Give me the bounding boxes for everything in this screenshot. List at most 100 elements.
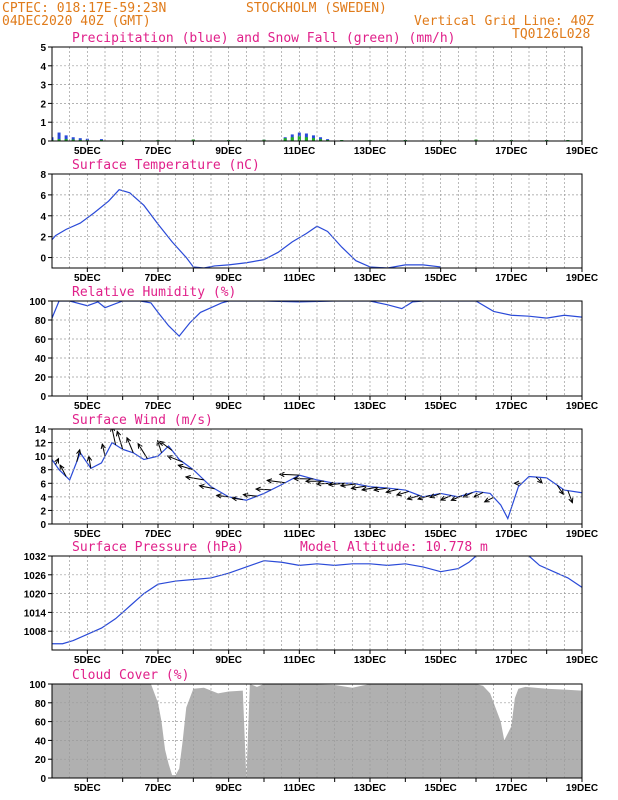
wind-arrow (417, 495, 431, 500)
x-tick-label: 5DEC (74, 401, 101, 412)
header-run: 04DEC2020 40Z (GMT) (2, 14, 151, 29)
x-tick-label: 19DEC (566, 273, 598, 284)
wind-arrow (243, 494, 257, 497)
x-tick-label: 15DEC (425, 273, 457, 284)
series-line (52, 301, 582, 338)
x-tick-label: 17DEC (495, 529, 527, 540)
precip-bar-blue (71, 137, 75, 141)
y-tick-label: 60 (35, 718, 47, 729)
wind-arrowhead (76, 448, 82, 455)
header-coords: CPTEC: 018:17E-59:23N (2, 1, 166, 16)
y-tick-label: 2 (40, 233, 46, 244)
x-tick-label: 13DEC (354, 401, 386, 412)
panel-title: Surface Wind (m/s) (72, 413, 213, 428)
y-tick-label: 5 (40, 43, 46, 54)
wind-arrow (159, 441, 173, 451)
header-grid-note: Vertical Grid Line: 40Z (414, 14, 594, 29)
y-tick-label: 0 (40, 254, 46, 265)
header-code: TQ0126L028 (512, 27, 590, 42)
precip-bar-green (319, 139, 323, 141)
y-tick-label: 3 (40, 81, 46, 92)
precip-bar-green (297, 136, 301, 141)
x-tick-label: 9DEC (215, 655, 242, 666)
y-tick-label: 1008 (24, 627, 47, 638)
y-tick-label: 4 (40, 212, 46, 223)
wind-arrow (396, 490, 410, 496)
wind-arrow (328, 482, 346, 486)
panel-2: Relative Humidity (%) 0 20 40 60 80 100 5DEC 7DE… (29, 285, 598, 412)
series-line (52, 556, 582, 645)
precip-bar-green (78, 139, 82, 141)
panel-4: Surface Pressure (hPa) Model Altitude: 10… (24, 540, 598, 666)
y-tick-label: 0 (40, 520, 46, 531)
y-tick-label: 6 (40, 191, 46, 202)
wind-arrow (535, 476, 543, 484)
x-tick-label: 7DEC (145, 401, 172, 412)
panel-frame (51, 46, 583, 142)
x-tick-label: 11DEC (283, 273, 315, 284)
x-tick-label: 17DEC (495, 783, 527, 794)
wind-arrowhead (215, 493, 222, 499)
x-tick-label: 7DEC (145, 783, 172, 794)
precip-bar-blue (52, 137, 54, 141)
x-tick-label: 11DEC (283, 529, 315, 540)
wind-arrowhead (304, 478, 311, 484)
wind-arrow (116, 431, 124, 450)
wind-arrowhead (350, 485, 357, 491)
panel-annotation: Model Altitude: 10.778 m (300, 540, 488, 555)
x-tick-label: 19DEC (566, 655, 598, 666)
x-tick-label: 19DEC (566, 401, 598, 412)
wind-arrowhead (483, 497, 490, 503)
x-tick-label: 19DEC (566, 783, 598, 794)
y-tick-label: 0 (40, 137, 46, 148)
x-tick-label: 9DEC (215, 146, 242, 157)
x-tick-label: 5DEC (74, 655, 101, 666)
wind-arrowhead (292, 476, 299, 482)
wind-arrowhead (231, 496, 238, 502)
wind-arrowhead (568, 497, 574, 504)
panel-data (52, 684, 582, 778)
series-line (52, 441, 582, 521)
x-tick-label: 15DEC (425, 783, 457, 794)
x-tick-label: 9DEC (215, 529, 242, 540)
wind-arrow (167, 455, 183, 463)
wind-arrow (185, 476, 205, 481)
wind-arrow (126, 437, 134, 453)
wind-arrowhead (59, 464, 65, 471)
wind-arrowhead (137, 442, 143, 449)
y-tick-label: 1026 (24, 571, 47, 582)
x-tick-label: 9DEC (215, 783, 242, 794)
y-tick-label: 0 (40, 774, 46, 785)
panels: Precipitation (blue) and Snow Fall (gree… (24, 31, 598, 794)
wind-arrow (256, 488, 272, 491)
y-tick-label: 6 (40, 479, 46, 490)
y-tick-label: 10 (35, 452, 47, 463)
wind-arrowhead (429, 493, 436, 499)
panel-data (52, 429, 582, 521)
wind-arrow (407, 495, 420, 500)
wind-arrowhead (558, 489, 564, 496)
y-tick-label: 20 (35, 373, 47, 384)
wind-arrowhead (126, 436, 132, 443)
y-tick-label: 8 (40, 170, 46, 181)
panel-frame (51, 428, 583, 525)
x-tick-label: 7DEC (145, 146, 172, 157)
panel-title: Relative Humidity (%) (72, 285, 236, 300)
wind-arrow (484, 496, 494, 503)
wind-arrow (216, 494, 229, 498)
x-tick-label: 11DEC (283, 401, 315, 412)
wind-arrow (178, 464, 194, 471)
precip-bar-blue (57, 132, 61, 141)
wind-arrow (463, 492, 473, 498)
y-tick-label: 80 (35, 316, 47, 327)
y-tick-label: 20 (35, 755, 47, 766)
x-tick-label: 13DEC (354, 273, 386, 284)
wind-arrowhead (100, 443, 106, 450)
x-tick-label: 17DEC (495, 146, 527, 157)
panel-data (52, 301, 582, 338)
wind-arrowhead (156, 439, 162, 446)
wind-arrow (340, 483, 356, 487)
panel-frame (51, 555, 583, 651)
precip-bar-blue (64, 135, 68, 141)
